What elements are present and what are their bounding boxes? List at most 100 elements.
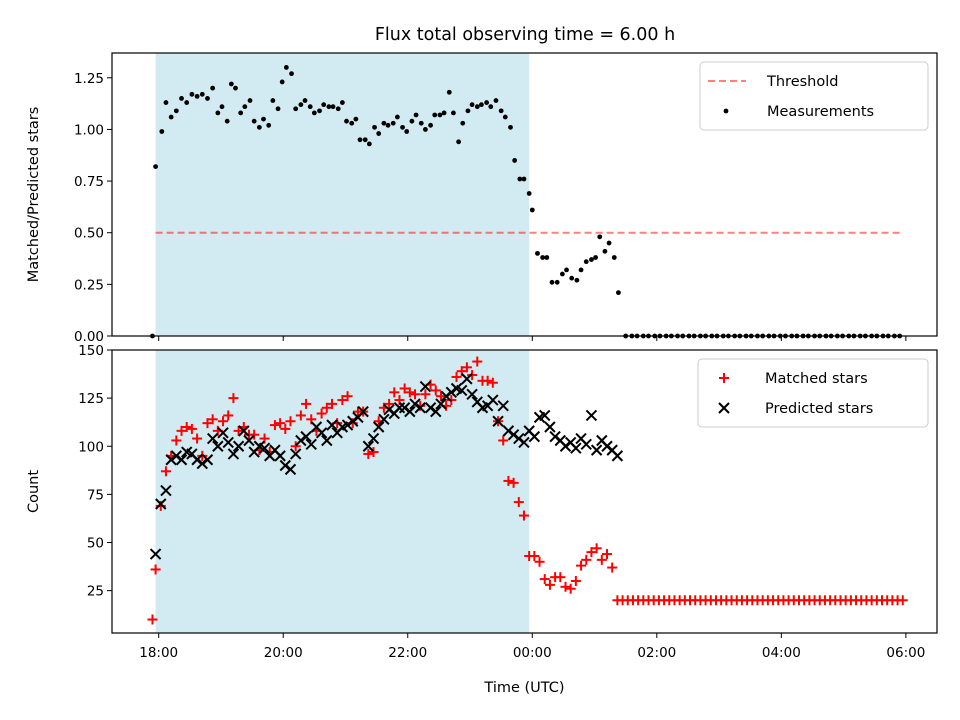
predicted-star-point — [419, 380, 432, 393]
matched-star-point — [430, 385, 441, 396]
predicted-star-point — [492, 415, 504, 427]
measurement-point — [597, 234, 603, 240]
matched-star-point — [586, 547, 597, 558]
matched-star-point — [581, 554, 592, 565]
matched-star-point — [327, 398, 337, 409]
predicted-star-marker-b — [274, 450, 286, 462]
matched-star-point — [596, 554, 607, 565]
matched-star-point — [218, 416, 229, 427]
matched-star-point — [233, 425, 244, 436]
predicted-star-marker-b — [186, 448, 198, 460]
predicted-star-point — [487, 394, 499, 406]
measurement-point — [168, 114, 174, 120]
measurement-point — [606, 240, 612, 246]
measurement-point — [529, 207, 535, 213]
measurement-point — [479, 102, 484, 108]
y-tick-label: 75 — [87, 487, 104, 503]
predicted-star-marker-b — [606, 444, 618, 456]
predicted-star-marker-b — [284, 463, 297, 476]
x-tick-label: 02:00 — [637, 645, 676, 661]
predicted-star-point — [326, 419, 338, 431]
matched-star-point — [529, 550, 540, 561]
matched-star-point — [565, 583, 576, 594]
predicted-star-marker-b — [611, 450, 624, 462]
measurement-point — [611, 255, 617, 260]
predicted-star-point — [258, 442, 271, 454]
matched-star-point — [275, 418, 286, 429]
predicted-star-marker-b — [372, 421, 385, 433]
matched-star-point — [228, 393, 239, 404]
measurement-point — [275, 106, 281, 112]
y-tick-label: 0.50 — [74, 226, 104, 242]
predicted-star-marker-b — [456, 384, 468, 397]
measurement-point — [261, 116, 266, 122]
axes-frame — [111, 52, 938, 337]
legend-label: Predicted stars — [765, 401, 873, 417]
predicted-star-point — [274, 450, 286, 462]
measurement-point — [266, 122, 272, 128]
predicted-star-point — [518, 436, 530, 449]
measurement-point — [432, 112, 438, 118]
measurement-point — [184, 100, 190, 105]
measurement-point — [335, 106, 341, 112]
predicted-star-marker-b — [357, 405, 369, 418]
predicted-star-point — [362, 440, 375, 452]
measurement-point — [215, 110, 221, 116]
measurement-point — [219, 104, 225, 110]
y-axis-label: Count — [26, 470, 42, 513]
matched-star-point — [560, 581, 571, 592]
measurement-point — [593, 255, 598, 260]
predicted-star-marker-b — [497, 400, 509, 412]
bottom-panel: 25 50 75 100 125 150 18:00 20:00 22:00 00:00 02:00… — [26, 343, 938, 696]
predicted-star-marker-b — [367, 432, 380, 445]
predicted-star-point — [160, 484, 172, 497]
predicted-star-marker-b — [310, 421, 323, 433]
measurement-point — [465, 108, 471, 114]
measurement-point — [311, 110, 317, 116]
measurement-point — [330, 104, 336, 110]
matched-star-point — [404, 387, 415, 398]
legend-predicted-swatch-b — [718, 402, 730, 414]
predicted-star-marker-b — [289, 448, 302, 460]
predicted-star-marker-b — [243, 434, 255, 447]
measurement-point — [189, 91, 195, 97]
predicted-star-point — [570, 442, 582, 454]
measurement-point — [302, 98, 308, 103]
measurement-point — [256, 124, 262, 130]
predicted-star-marker-b — [419, 380, 432, 393]
predicted-star-marker-b — [300, 430, 312, 443]
measurement-point — [409, 118, 415, 124]
measurement-point — [544, 255, 550, 260]
matched-star-point — [508, 477, 519, 488]
measurement-point — [484, 100, 490, 105]
legend-label: Measurements — [767, 104, 874, 120]
chart-title: Flux total observing time = 6.00 h — [375, 25, 675, 45]
predicted-star-marker-b — [570, 442, 582, 454]
measurement-point — [446, 89, 452, 95]
matched-star-point — [342, 391, 353, 402]
x-axis-label: Time (UTC) — [483, 680, 564, 696]
measurement-point — [381, 120, 387, 126]
legend-box — [699, 61, 929, 131]
top-panel: 0.00 0.25 0.50 0.75 1.00 1.25 Matched/Predicte… — [26, 52, 938, 345]
matched-star-point — [602, 549, 612, 560]
predicted-star-marker-b — [232, 440, 245, 452]
matched-star-point — [249, 429, 260, 440]
predicted-star-marker-b — [471, 396, 483, 408]
x-tick-label: 00:00 — [513, 645, 552, 661]
matched-star-point — [295, 410, 306, 421]
measurement-point — [437, 112, 443, 118]
matched-star-point — [591, 543, 602, 554]
matched-star-point — [518, 510, 529, 521]
matched-star-point — [435, 391, 446, 402]
predicted-star-point — [611, 450, 624, 462]
matched-star-point — [451, 371, 462, 382]
predicted-star-marker-b — [518, 436, 530, 449]
matched-star-point — [503, 475, 514, 486]
predicted-star-point — [456, 384, 468, 397]
measurement-point — [163, 100, 169, 105]
predicted-star-point — [284, 463, 297, 476]
matched-star-point — [513, 497, 524, 508]
measurement-point — [353, 116, 359, 122]
